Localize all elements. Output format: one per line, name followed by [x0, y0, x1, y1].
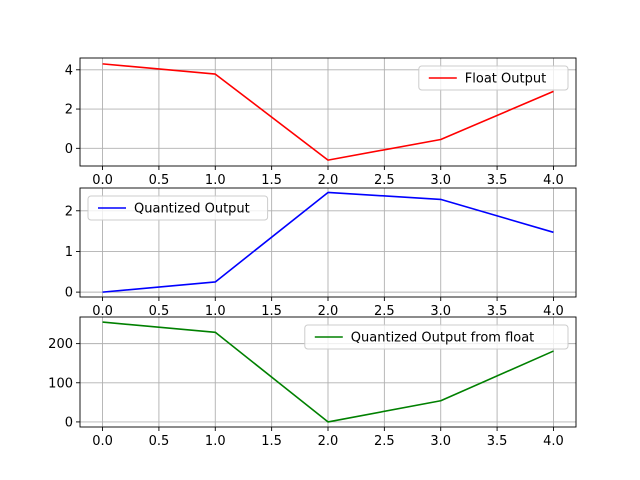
y-tick-label: 0 — [65, 415, 73, 430]
subplot-1: 0.0 0.5 1.0 1.5 2.0 2.5 3.0 3.5 4.0 0 2 4 Float Outp… — [65, 57, 577, 188]
x-tick-label: 0.5 — [149, 173, 170, 188]
legend-box — [87, 195, 269, 221]
x-tick-label: 2.0 — [318, 304, 339, 319]
x-tick-label: 4.0 — [543, 173, 564, 188]
x-tick-label: 1.5 — [261, 304, 282, 319]
x-tick-label: 3.0 — [430, 173, 451, 188]
x-tick-label: 0.5 — [149, 434, 170, 449]
x-tick-label: 1.5 — [261, 173, 282, 188]
legend-label: Float Output — [465, 72, 546, 87]
subplot-2: 0.0 0.5 1.0 1.5 2.0 2.5 3.0 3.5 4.0 0 1 2 Quantized … — [65, 187, 577, 319]
x-tick-label: 3.0 — [430, 304, 451, 319]
x-tick-label: 1.0 — [205, 173, 226, 188]
x-tick-label: 3.0 — [430, 434, 451, 449]
x-tick-label: 1.0 — [205, 434, 226, 449]
x-tick-label: 3.5 — [487, 434, 508, 449]
subplot-3: 0.0 0.5 1.0 1.5 2.0 2.5 3.0 3.5 4.0 0 100 200 Quanti… — [48, 316, 577, 449]
y-tick-label: 100 — [48, 376, 73, 391]
y-tick-label: 2 — [65, 103, 73, 118]
series-line-1-1 — [102, 63, 554, 161]
x-tick-label: 1.5 — [261, 434, 282, 449]
legend: Quantized Output — [87, 195, 269, 221]
axes-frame — [79, 57, 577, 167]
legend: Float Output — [418, 65, 569, 91]
series-line-2-1 — [102, 191, 554, 293]
y-tick-label: 0 — [65, 142, 73, 157]
x-tick-label: 4.0 — [543, 434, 564, 449]
x-tick-label: 0.0 — [92, 304, 113, 319]
x-tick-label: 2.5 — [374, 173, 395, 188]
x-tick-label: 2.5 — [374, 304, 395, 319]
axes-frame — [79, 187, 577, 298]
legend-label: Quantized Output from float — [351, 331, 534, 346]
x-tick-label: 1.0 — [205, 304, 226, 319]
y-tick-label: 2 — [65, 204, 73, 219]
y-tick-label: 200 — [48, 337, 73, 352]
legend-box — [304, 324, 569, 350]
y-tick-label: 4 — [65, 63, 73, 78]
x-tick-label: 2.0 — [318, 173, 339, 188]
x-tick-label: 4.0 — [543, 304, 564, 319]
x-tick-label: 3.5 — [487, 173, 508, 188]
x-tick-label: 0.0 — [92, 434, 113, 449]
y-tick-label: 1 — [65, 245, 73, 260]
x-tick-label: 0.0 — [92, 173, 113, 188]
legend-box — [418, 65, 569, 91]
series-line-3-1 — [102, 321, 554, 423]
x-tick-label: 2.5 — [374, 434, 395, 449]
x-tick-label: 3.5 — [487, 304, 508, 319]
x-tick-label: 0.5 — [149, 304, 170, 319]
axes-frame — [79, 316, 577, 428]
legend: Quantized Output from float — [304, 324, 569, 350]
y-tick-label: 0 — [65, 286, 73, 301]
legend-label: Quantized Output — [134, 202, 250, 217]
x-tick-label: 2.0 — [318, 434, 339, 449]
